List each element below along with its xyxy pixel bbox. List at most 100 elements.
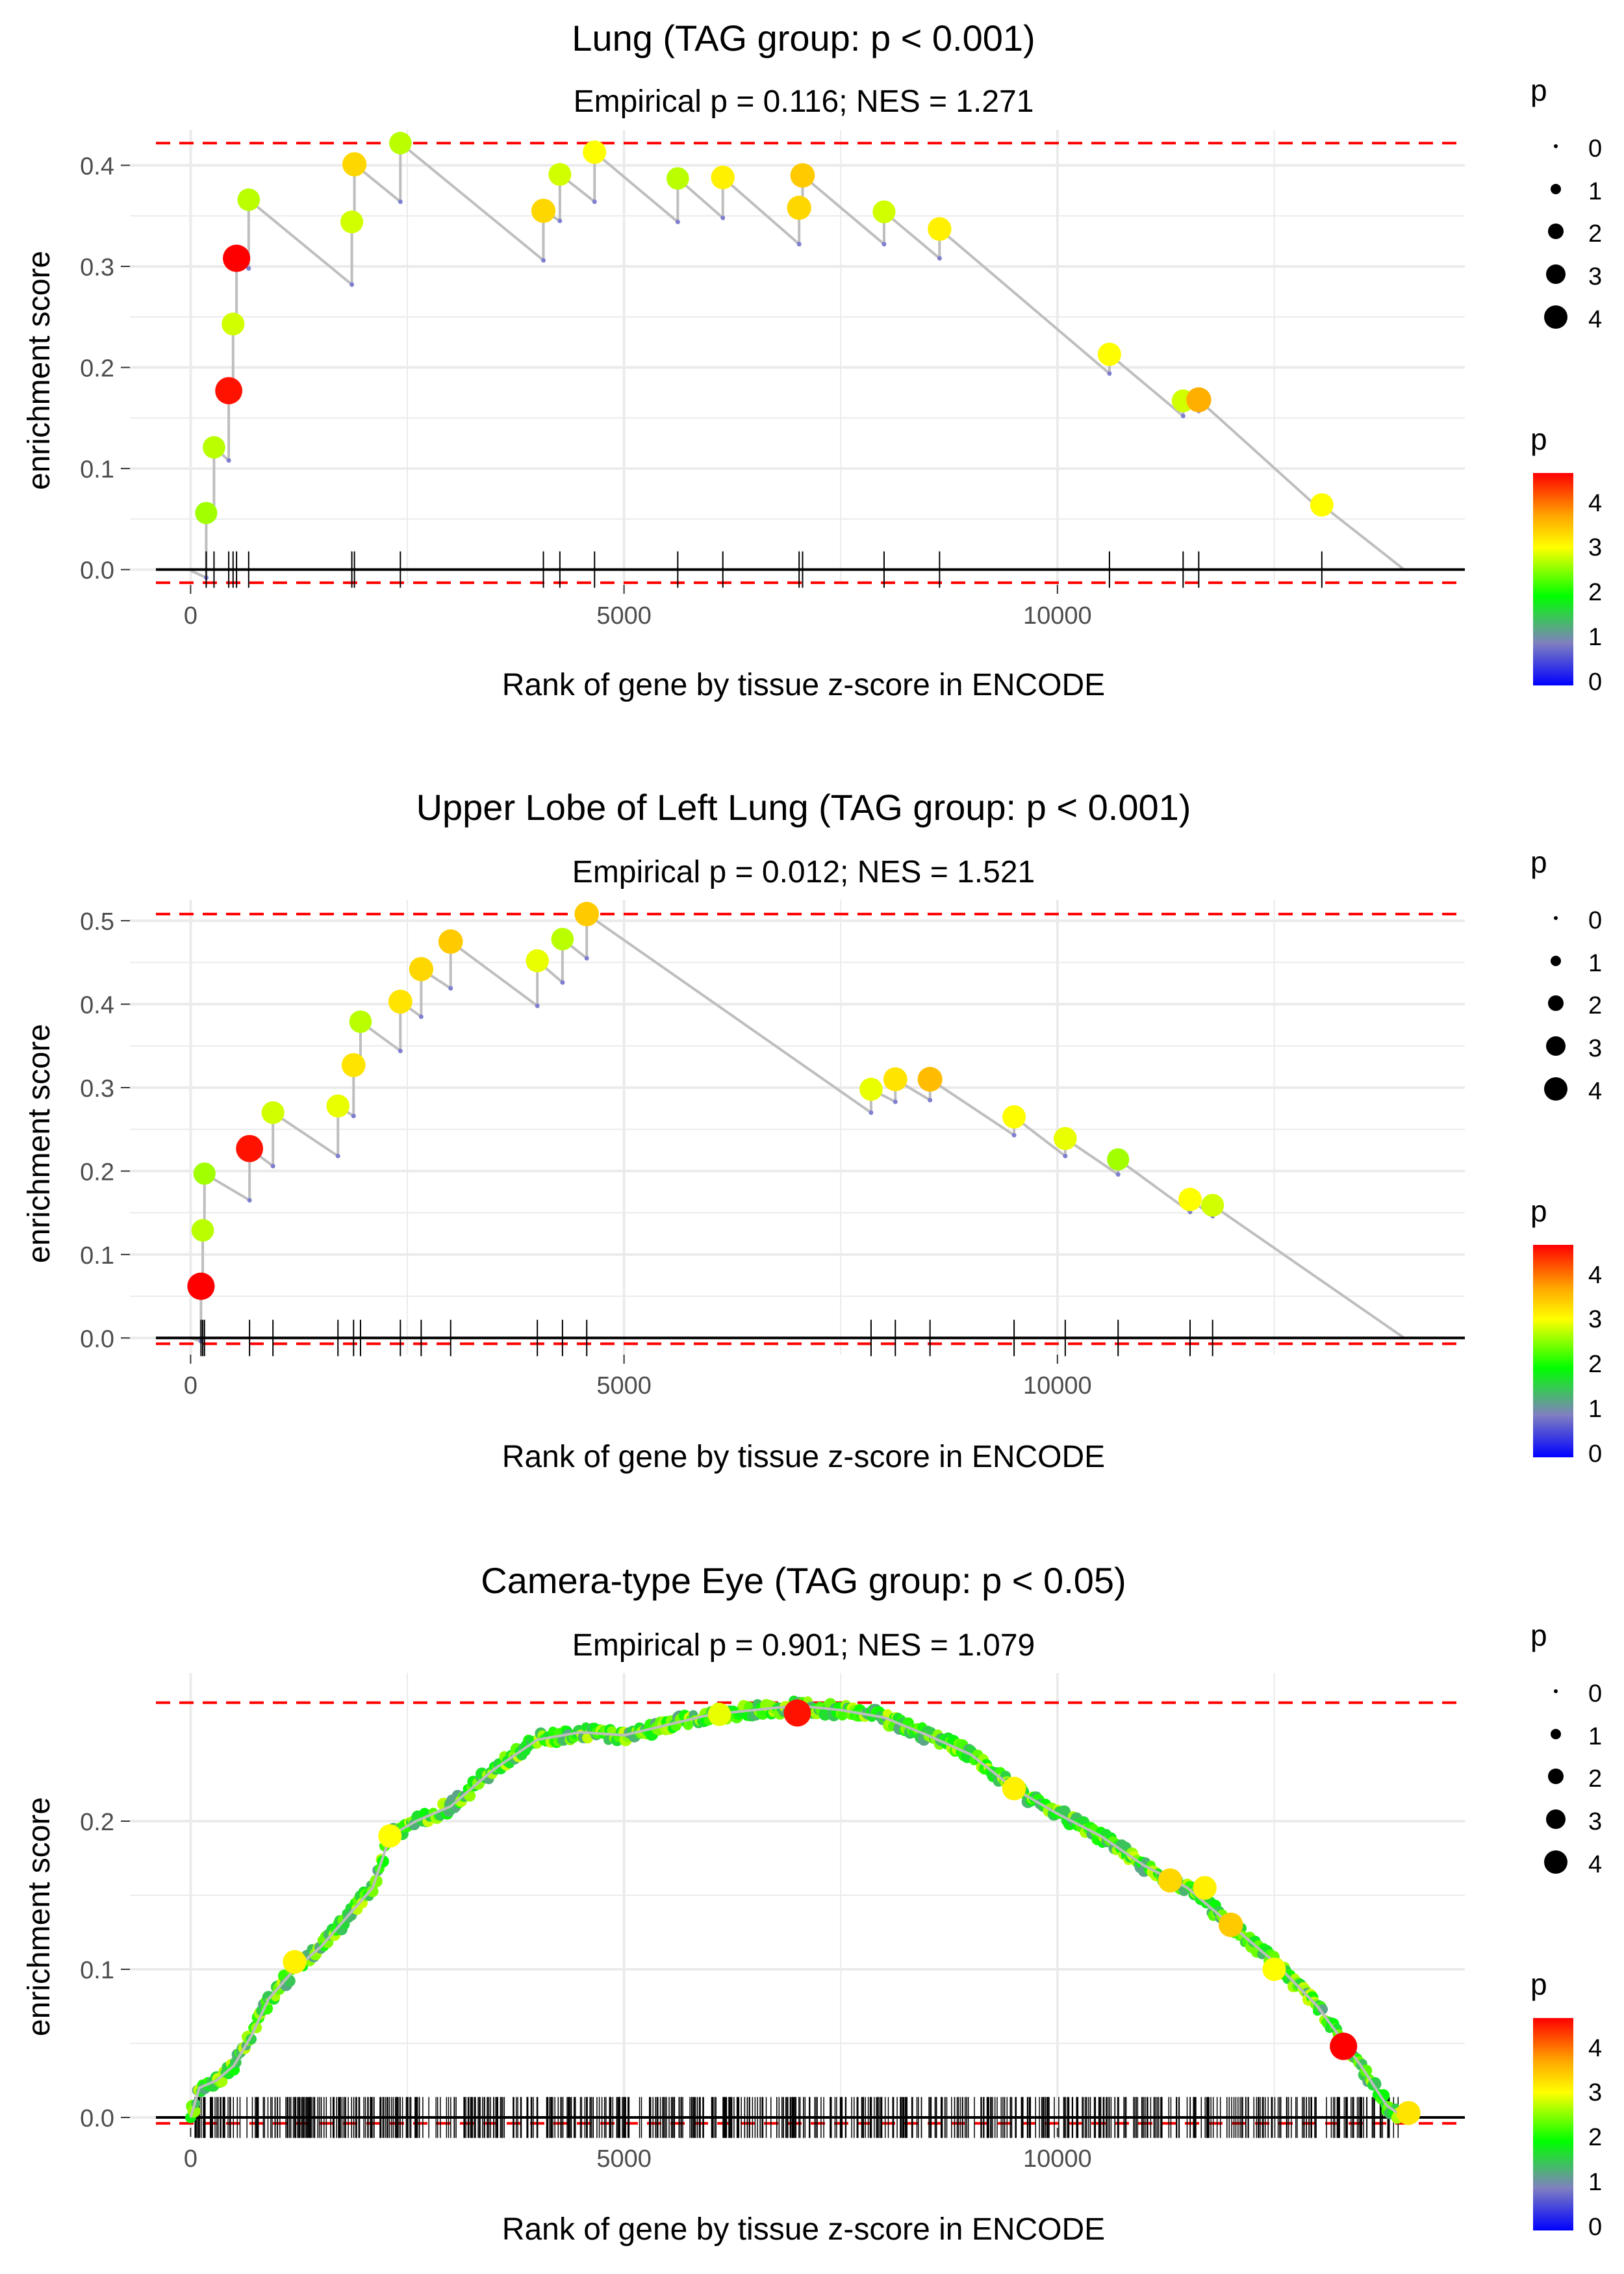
pre-step-point [448, 986, 453, 991]
gene-point-highlight [1002, 1776, 1026, 1801]
color-legend: p 4 3 2 1 0 [1530, 1967, 1602, 2241]
plot-area: 0.0 0.1 0.2 0 5000 10000 [80, 1673, 1465, 2173]
pre-step-point [893, 1099, 898, 1105]
pre-step-point [541, 258, 546, 263]
y-tick-label: 0.0 [80, 557, 114, 585]
gene-point [195, 502, 218, 524]
color-legend-tick: 1 [1588, 2169, 1602, 2196]
pre-step-point [270, 1164, 275, 1169]
y-tick-label: 0.0 [80, 2105, 114, 2132]
size-legend-dot [1548, 1769, 1564, 1784]
size-legend-label: 1 [1588, 950, 1602, 977]
size-legend-dot [1554, 1689, 1558, 1693]
size-legend-dot [1548, 995, 1564, 1011]
gene-point [1097, 342, 1121, 366]
chart-title: Lung (TAG group: p < 0.001) [572, 18, 1035, 58]
panel-upper-lobe-left-lung: Upper Lobe of Left Lung (TAG group: p < … [22, 787, 1602, 1474]
color-legend-bar [1533, 2018, 1573, 2230]
gene-point-highlight [1218, 1912, 1243, 1937]
color-legend-bar [1533, 1245, 1573, 1457]
size-legend-label: 4 [1588, 1078, 1602, 1105]
gene-point [223, 244, 251, 272]
gene-point [1201, 1194, 1224, 1217]
x-axis-label: Rank of gene by tissue z-score in ENCODE [502, 668, 1105, 702]
plot-area: 0.0 0.1 0.2 0.3 0.4 0.5 0 5000 10000 [80, 900, 1465, 1399]
size-legend-label: 3 [1588, 1035, 1602, 1062]
size-legend-dot [1546, 1809, 1566, 1829]
gene-point [222, 313, 245, 336]
color-legend-tick: 2 [1588, 2124, 1602, 2151]
size-legend-label: 4 [1588, 1851, 1602, 1878]
gene-point [1186, 387, 1212, 413]
y-tick-label: 0.2 [80, 355, 114, 383]
x-tick-label: 10000 [1023, 2145, 1092, 2173]
size-legend-label: 4 [1588, 306, 1602, 333]
gene-point [917, 1067, 943, 1092]
color-legend-tick: 2 [1588, 579, 1602, 606]
gene-point [340, 211, 364, 234]
x-tick-label: 0 [184, 1372, 197, 1399]
size-legend: p 0 1 2 3 4 [1530, 845, 1602, 1105]
y-axis-label: enrichment score [22, 1797, 57, 2036]
pre-step-point [335, 1153, 340, 1158]
pre-step-point [247, 1197, 252, 1203]
size-legend-label: 1 [1588, 1723, 1602, 1750]
gene-point [191, 1219, 214, 1242]
color-legend-tick: 4 [1588, 2035, 1602, 2062]
size-legend-title: p [1530, 1618, 1547, 1652]
gene-point [236, 1134, 264, 1162]
gene-point-highlight [1330, 2032, 1358, 2060]
enrichment-line [190, 911, 1405, 1344]
pre-step-point [796, 242, 802, 247]
y-tick-label: 0.5 [80, 908, 114, 936]
pre-step-point [1107, 371, 1112, 376]
color-legend-tick: 0 [1588, 1440, 1602, 1468]
gene-point [872, 200, 896, 224]
chart-subtitle: Empirical p = 0.012; NES = 1.521 [572, 855, 1035, 889]
color-legend-tick: 4 [1588, 490, 1602, 517]
size-legend-label: 2 [1588, 992, 1602, 1019]
size-legend-label: 2 [1588, 1765, 1602, 1793]
pre-step-point [937, 256, 942, 261]
color-legend-tick: 0 [1588, 669, 1602, 696]
pre-step-point [535, 1003, 540, 1008]
gene-point [1054, 1127, 1077, 1151]
gene-point [526, 949, 549, 973]
y-tick-label: 0.4 [80, 153, 114, 180]
gene-point [261, 1101, 285, 1125]
pre-step-point [1063, 1153, 1068, 1158]
size-legend: p 0 1 2 3 4 [1530, 73, 1602, 333]
color-legend-title: p [1530, 422, 1547, 456]
gene-point [342, 152, 367, 177]
gene-point [237, 188, 260, 211]
color-legend-title: p [1530, 1967, 1547, 2001]
size-legend-title: p [1530, 845, 1547, 879]
color-legend-tick: 4 [1588, 1262, 1602, 1289]
pre-step-point [869, 1110, 874, 1116]
color-legend-tick: 3 [1588, 2079, 1602, 2106]
enrichment-line [189, 1704, 1405, 2119]
pre-step-point [226, 458, 231, 463]
gene-point [1377, 2089, 1390, 2102]
gene-point [1107, 1148, 1130, 1171]
panel-lung: Lung (TAG group: p < 0.001) Empirical p … [22, 18, 1602, 702]
size-legend-dot [1544, 1077, 1567, 1101]
pre-step-point [882, 242, 887, 247]
y-tick-label: 0.3 [80, 254, 114, 281]
color-legend-title: p [1530, 1194, 1547, 1228]
gene-point [341, 1053, 366, 1077]
gene-point [551, 928, 574, 951]
pre-step-point [557, 218, 563, 224]
chart-title: Upper Lobe of Left Lung (TAG group: p < … [416, 787, 1191, 828]
size-legend-label: 0 [1588, 1680, 1602, 1707]
y-axis-label: enrichment score [22, 1024, 57, 1263]
size-legend-label: 2 [1588, 220, 1602, 248]
size-legend-dot [1544, 305, 1567, 329]
size-legend-label: 3 [1588, 1808, 1602, 1835]
pre-step-point [560, 980, 565, 985]
gene-point [583, 140, 607, 164]
y-tick-label: 0.1 [80, 456, 114, 483]
gene-point [859, 1077, 883, 1101]
gene-point [883, 1067, 907, 1092]
